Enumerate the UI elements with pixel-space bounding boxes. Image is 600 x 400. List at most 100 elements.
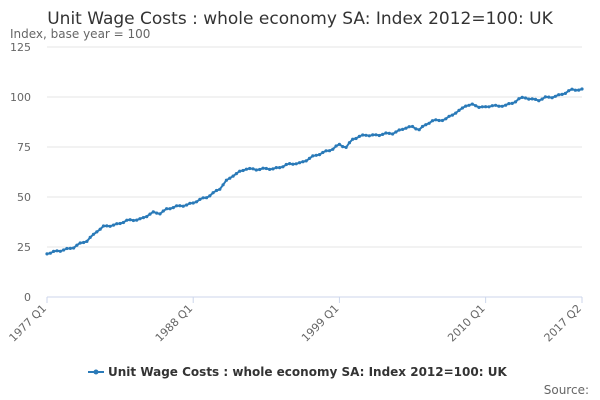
data-point bbox=[224, 178, 228, 182]
data-point bbox=[121, 220, 125, 225]
data-point bbox=[513, 100, 518, 104]
data-point bbox=[264, 166, 268, 171]
gridlines bbox=[47, 46, 582, 248]
data-point bbox=[547, 95, 551, 99]
data-point bbox=[98, 227, 102, 231]
data-point bbox=[125, 218, 129, 222]
data-point bbox=[201, 196, 205, 200]
data-point bbox=[221, 183, 225, 187]
data-point bbox=[62, 248, 66, 252]
data-point bbox=[504, 103, 508, 107]
data-point bbox=[135, 218, 139, 222]
data-point bbox=[218, 187, 222, 191]
data-point bbox=[105, 224, 109, 228]
data-point bbox=[527, 97, 531, 101]
data-point bbox=[304, 159, 308, 163]
data-point bbox=[128, 218, 132, 222]
data-point bbox=[580, 87, 584, 91]
data-point bbox=[384, 131, 388, 135]
data-point bbox=[115, 222, 119, 226]
data-point bbox=[570, 87, 574, 91]
data-point bbox=[141, 216, 145, 220]
data-point bbox=[540, 97, 544, 101]
data-point bbox=[567, 89, 571, 93]
data-point bbox=[75, 243, 79, 247]
data-point bbox=[517, 97, 521, 101]
data-point bbox=[138, 217, 142, 221]
y-tick-label: 25 bbox=[17, 241, 31, 254]
x-tick-label: 1977 Q1 bbox=[7, 302, 50, 345]
y-tick-label: 50 bbox=[17, 191, 31, 204]
data-point bbox=[258, 167, 262, 172]
data-point bbox=[457, 108, 461, 112]
data-point bbox=[324, 149, 328, 153]
data-point bbox=[55, 249, 59, 253]
series-group bbox=[45, 87, 584, 256]
data-point bbox=[494, 103, 498, 107]
data-point bbox=[281, 165, 285, 169]
data-point bbox=[228, 176, 232, 180]
data-point bbox=[155, 211, 159, 215]
data-point bbox=[480, 105, 484, 109]
y-axis-label: Index, base year = 100 bbox=[10, 27, 150, 41]
data-point bbox=[91, 232, 96, 236]
data-point bbox=[327, 149, 332, 153]
data-point bbox=[321, 150, 325, 155]
data-point bbox=[317, 153, 322, 157]
data-point bbox=[95, 230, 99, 234]
data-point bbox=[297, 161, 302, 165]
y-tick-label: 75 bbox=[17, 141, 31, 154]
data-point bbox=[430, 119, 435, 123]
data-point bbox=[241, 168, 245, 173]
data-point bbox=[450, 113, 454, 117]
data-point bbox=[490, 104, 494, 108]
x-axis: 1977 Q1 1988 Q1 1999 Q1 2010 Q1 2017 Q2 bbox=[7, 296, 584, 345]
data-point bbox=[334, 144, 338, 148]
data-point bbox=[530, 97, 534, 101]
data-point bbox=[274, 166, 278, 170]
data-point bbox=[68, 246, 72, 250]
data-point bbox=[191, 201, 195, 205]
data-point bbox=[444, 117, 448, 121]
data-point bbox=[523, 96, 528, 100]
data-point bbox=[188, 201, 192, 205]
data-point bbox=[377, 133, 381, 138]
data-point bbox=[175, 204, 179, 208]
data-point bbox=[371, 133, 375, 137]
data-point bbox=[440, 118, 444, 123]
data-point bbox=[344, 145, 348, 149]
legend[interactable]: Unit Wage Costs : whole economy SA: Inde… bbox=[88, 365, 507, 379]
data-point bbox=[248, 166, 252, 171]
data-point bbox=[48, 251, 52, 255]
data-point bbox=[181, 204, 185, 208]
data-point bbox=[111, 223, 116, 227]
data-point bbox=[381, 132, 385, 136]
data-point bbox=[254, 168, 258, 172]
data-point bbox=[65, 246, 69, 251]
data-point bbox=[420, 124, 425, 129]
data-point bbox=[454, 111, 458, 115]
data-point bbox=[557, 93, 561, 97]
data-point bbox=[550, 96, 554, 100]
data-point bbox=[72, 246, 76, 250]
data-point bbox=[397, 128, 401, 132]
data-point bbox=[447, 114, 451, 118]
data-point bbox=[271, 167, 275, 171]
data-point bbox=[520, 95, 524, 99]
data-point bbox=[251, 167, 255, 171]
data-point bbox=[214, 188, 219, 193]
legend-swatch-marker bbox=[93, 369, 99, 375]
data-point bbox=[573, 88, 578, 92]
data-point bbox=[211, 191, 215, 195]
y-tick-label: 0 bbox=[24, 291, 31, 304]
data-point bbox=[244, 167, 248, 171]
chart-title: Unit Wage Costs : whole economy SA: Inde… bbox=[47, 9, 553, 29]
data-point bbox=[354, 136, 358, 141]
data-point bbox=[410, 124, 415, 129]
data-point bbox=[347, 141, 351, 145]
data-point bbox=[367, 134, 371, 138]
data-point bbox=[460, 106, 464, 110]
data-point bbox=[434, 118, 438, 122]
data-point bbox=[467, 103, 471, 107]
